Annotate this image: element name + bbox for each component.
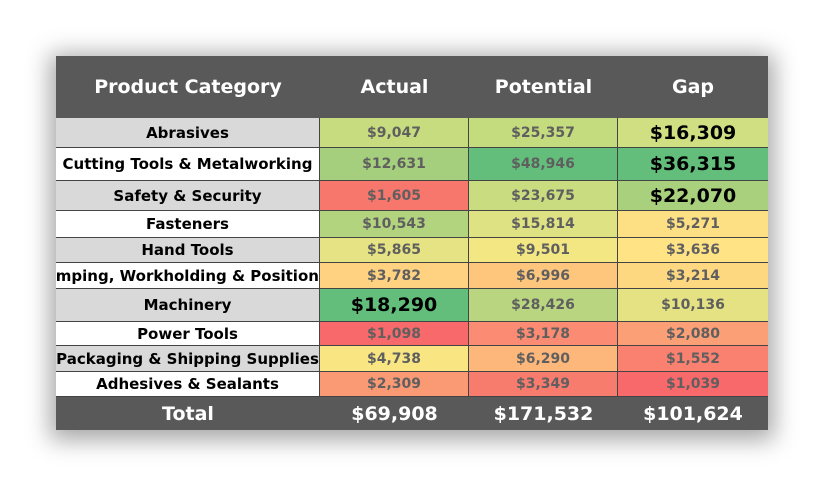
value-cell: $1,605	[320, 181, 469, 211]
data-row: Machinery $18,290 $28,426 $10,136	[56, 289, 768, 322]
value-cell: $1,552	[618, 346, 768, 372]
category-cell: Adhesives & Sealants	[56, 372, 320, 397]
data-row: Packaging & Shipping Supplies $4,738 $6,29…	[56, 346, 768, 372]
value-cell: $2,309	[320, 372, 469, 397]
total-cell: $101,624	[618, 397, 768, 430]
value-cell: $23,675	[469, 181, 618, 211]
data-row: Abrasives $9,047 $25,357 $16,309	[56, 118, 768, 148]
value-cell: $10,543	[320, 211, 469, 238]
data-row: Cutting Tools & Metalworking $12,631 $48,9…	[56, 148, 768, 181]
category-cell: Hand Tools	[56, 238, 320, 263]
value-cell: $22,070	[618, 181, 768, 211]
data-row: Safety & Security $1,605 $23,675 $22,070	[56, 181, 768, 211]
value-cell: $3,636	[618, 238, 768, 263]
header-cell: Product Category	[56, 56, 320, 118]
value-cell: $16,309	[618, 118, 768, 148]
value-cell: $28,426	[469, 289, 618, 322]
value-cell: $1,098	[320, 322, 469, 346]
value-cell: $15,814	[469, 211, 618, 238]
value-cell: $4,738	[320, 346, 469, 372]
data-row: Fasteners $10,543 $15,814 $5,271	[56, 211, 768, 238]
value-cell: $2,080	[618, 322, 768, 346]
total-row: Total $69,908 $171,532 $101,624	[56, 397, 768, 430]
total-cell: $171,532	[469, 397, 618, 430]
category-cell: Power Tools	[56, 322, 320, 346]
data-row: Adhesives & Sealants $2,309 $3,349 $1,039	[56, 372, 768, 397]
value-cell: $36,315	[618, 148, 768, 181]
total-cell: Total	[56, 397, 320, 430]
total-cell: $69,908	[320, 397, 469, 430]
table: Product Category Actual Potential Gap Abrasi…	[56, 56, 768, 430]
category-cell: Clamping, Workholding & Positioning	[56, 263, 320, 289]
value-cell: $5,865	[320, 238, 469, 263]
category-cell: Fasteners	[56, 211, 320, 238]
data-row: Clamping, Workholding & Positioning$3,78…	[56, 263, 768, 289]
header-cell: Potential	[469, 56, 618, 118]
category-cell: Packaging & Shipping Supplies	[56, 346, 320, 372]
category-cell: Cutting Tools & Metalworking	[56, 148, 320, 181]
value-cell: $3,214	[618, 263, 768, 289]
value-cell: $18,290	[320, 289, 469, 322]
value-cell: $6,996	[469, 263, 618, 289]
value-cell: $3,178	[469, 322, 618, 346]
category-cell: Machinery	[56, 289, 320, 322]
data-row: Hand Tools $5,865 $9,501 $3,636	[56, 238, 768, 263]
category-cell: Abrasives	[56, 118, 320, 148]
category-cell: Safety & Security	[56, 181, 320, 211]
header-row: Product Category Actual Potential Gap	[56, 56, 768, 118]
value-cell: $10,136	[618, 289, 768, 322]
value-cell: $1,039	[618, 372, 768, 397]
value-cell: $9,501	[469, 238, 618, 263]
header-cell: Gap	[618, 56, 768, 118]
header-cell: Actual	[320, 56, 469, 118]
value-cell: $9,047	[320, 118, 469, 148]
data-row: Power Tools $1,098 $3,178 $2,080	[56, 322, 768, 346]
value-cell: $25,357	[469, 118, 618, 148]
value-cell: $6,290	[469, 346, 618, 372]
value-cell: $3,349	[469, 372, 618, 397]
value-cell: $3,782	[320, 263, 469, 289]
value-cell: $48,946	[469, 148, 618, 181]
value-cell: $5,271	[618, 211, 768, 238]
value-cell: $12,631	[320, 148, 469, 181]
